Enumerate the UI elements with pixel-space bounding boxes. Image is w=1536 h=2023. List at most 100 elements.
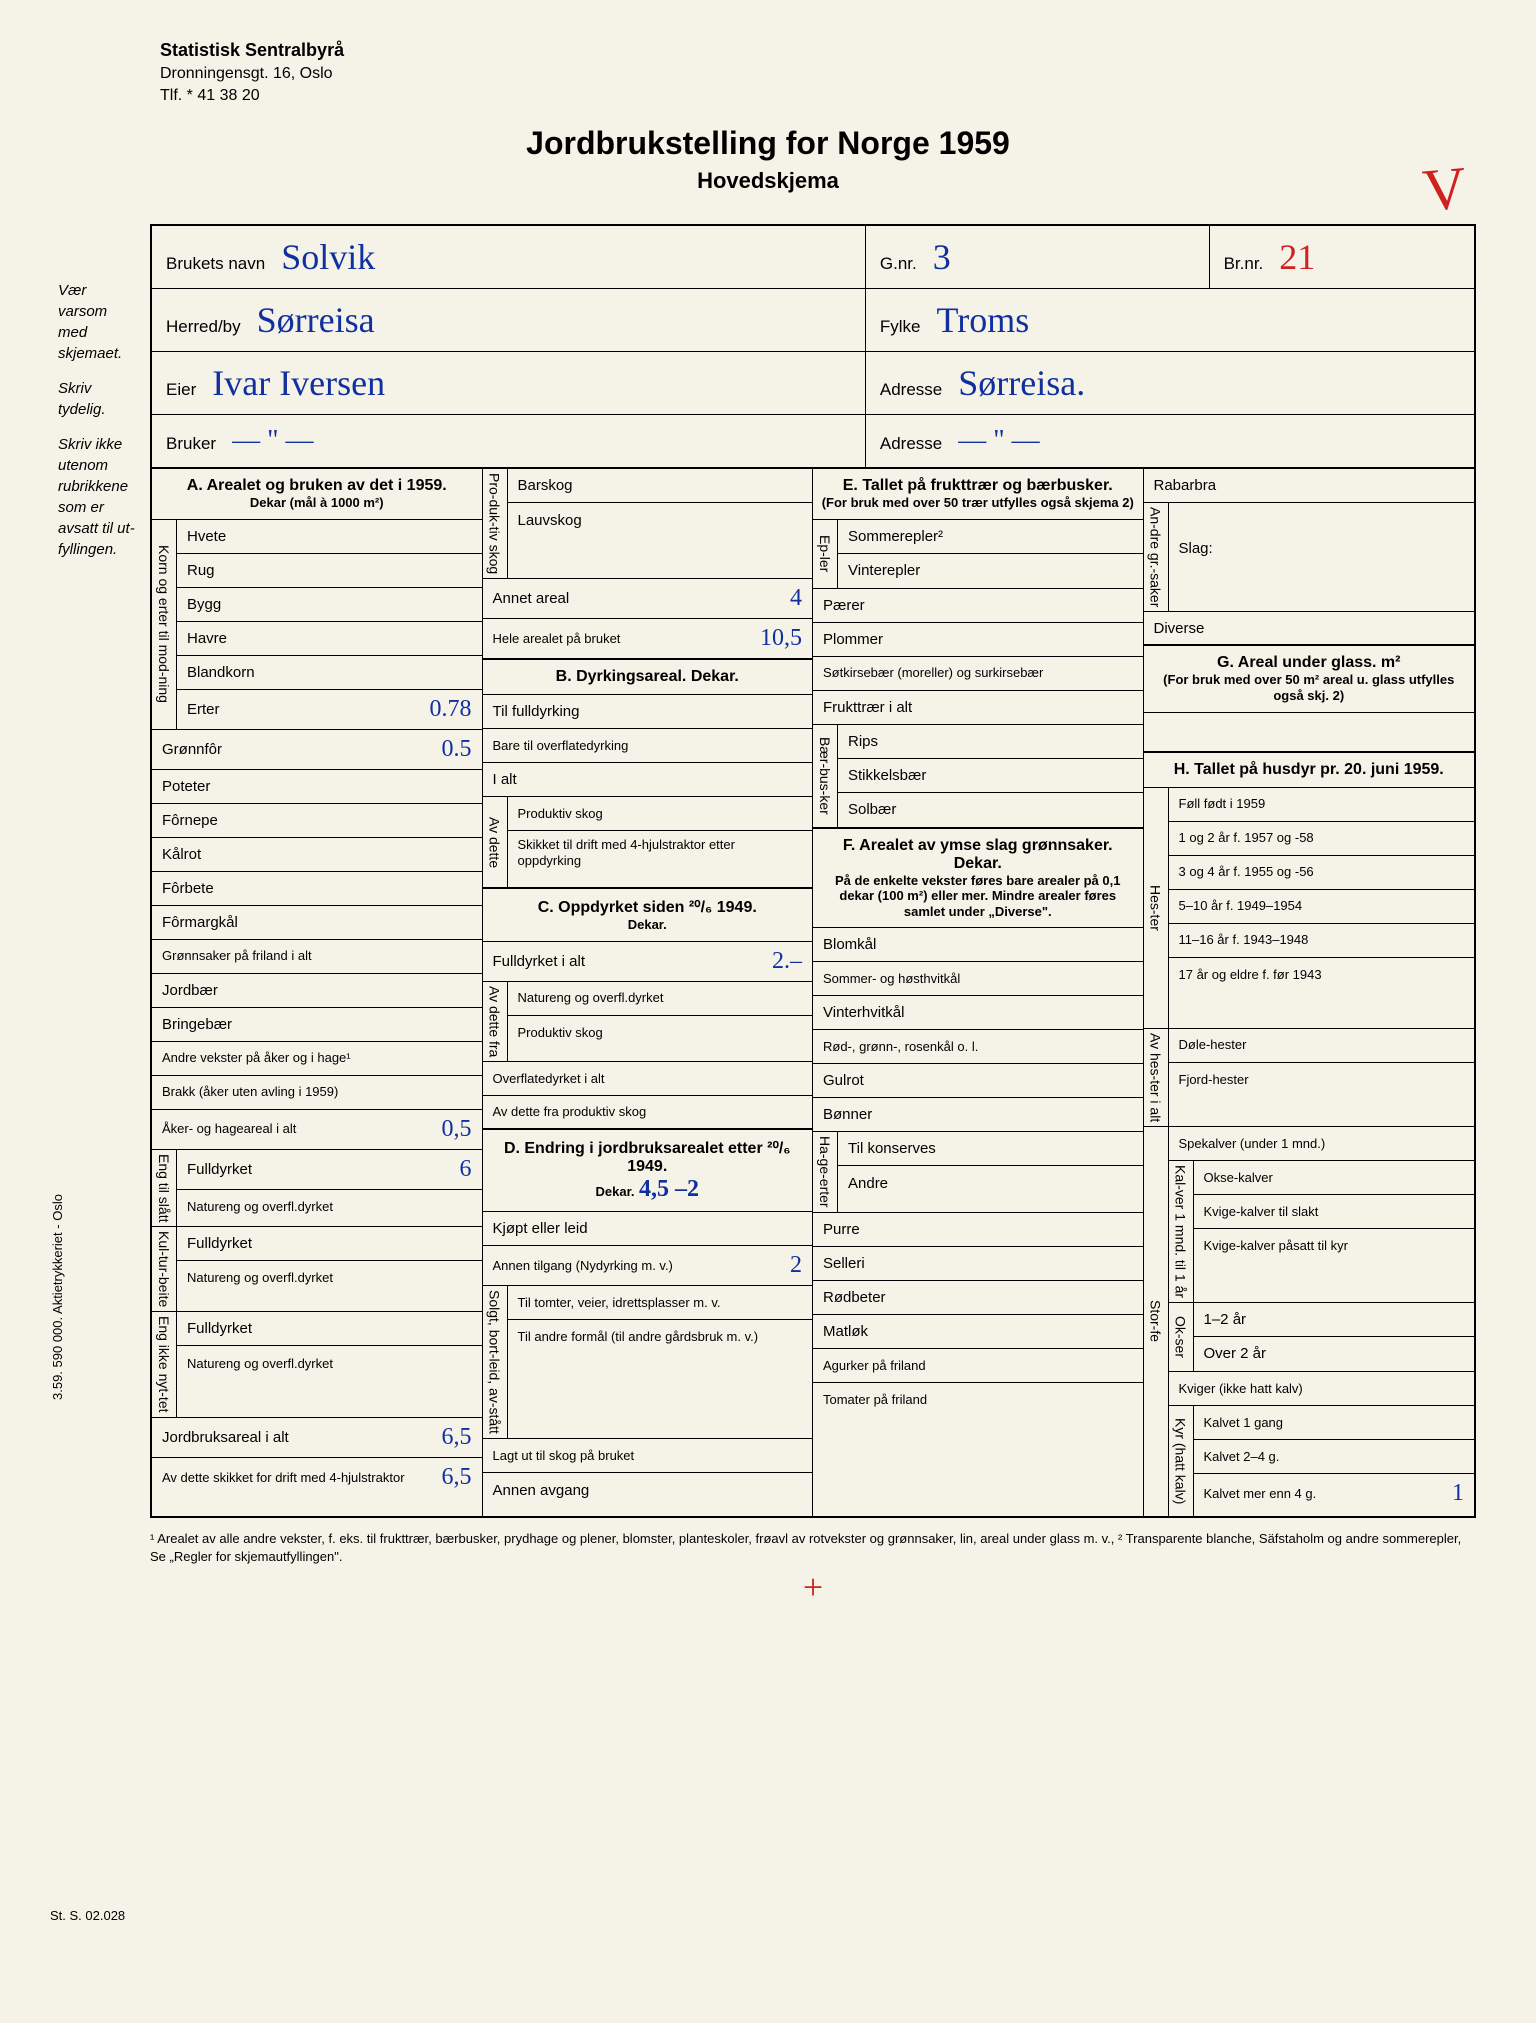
adresse1-value: Sørreisa. (958, 362, 1085, 404)
tomater-label: Tomater på friland (823, 1392, 1133, 1408)
kyr-label: Kyr (hatt kalv) (1169, 1406, 1194, 1516)
eng-ikke-label: Eng ikke nyt-tet (152, 1312, 177, 1417)
rodbeter-label: Rødbeter (823, 1289, 1133, 1306)
baer-label: Bær-bus-ker (813, 725, 838, 827)
annet-areal-value: 4 (742, 585, 802, 612)
kalrot-label: Kålrot (162, 846, 472, 863)
solbaer-label: Solbær (848, 801, 1133, 818)
agurker-label: Agurker på friland (823, 1358, 1133, 1374)
brakk-label: Brakk (åker uten avling i 1959) (162, 1084, 472, 1100)
bare-overfl-label: Bare til overflatedyrking (493, 738, 803, 754)
okser-over2-label: Over 2 år (1204, 1345, 1465, 1362)
plommer-label: Plommer (823, 631, 1133, 648)
d-sub-value: 4,5 –2 (639, 1176, 699, 1202)
kalver-label: Kal-ver 1 mnd. til 1 år (1169, 1161, 1194, 1302)
footer-mark: + (150, 1566, 1476, 1608)
kalvet-mer-label: Kalvet mer enn 4 g. (1204, 1486, 1405, 1502)
form-title: Jordbrukstelling for Norge 1959 (60, 125, 1476, 162)
erter-label: Erter (187, 701, 412, 718)
eier-label: Eier (166, 380, 196, 400)
skikket-label: Skikket til drift med 4-hjulstraktor ett… (518, 837, 803, 868)
hageerter-label: Ha-ge-erter (813, 1132, 838, 1212)
kalvet-mer-value: 1 (1404, 1480, 1464, 1507)
diverse-label: Diverse (1154, 620, 1465, 637)
annet-areal-label: Annet areal (493, 590, 743, 607)
solgt-label: Solgt, bort-leid, av-stått (483, 1286, 508, 1438)
kb-natureng-label: Natureng og overfl.dyrket (187, 1270, 472, 1286)
form-subtitle: Hovedskjema (60, 168, 1476, 194)
ei-fulldyrket-label: Fulldyrket (187, 1320, 472, 1337)
hele-arealet-label: Hele arealet på bruket (493, 631, 743, 647)
sommer-host-label: Sommer- og høsthvitkål (823, 971, 1133, 987)
av-hester-label: Av hes-ter i alt (1144, 1029, 1169, 1126)
c-fulldyrket-value: 2.– (742, 948, 802, 975)
brnr-value: 21 (1279, 236, 1315, 278)
form-code: St. S. 02.028 (50, 1908, 125, 1923)
org-address: Dronningensgt. 16, Oslo (160, 65, 1476, 83)
okser-label: Ok-ser (1169, 1303, 1194, 1371)
jordbruksareal-value: 6,5 (412, 1424, 472, 1451)
lagt-ut-label: Lagt ut til skog på bruket (493, 1448, 803, 1464)
kviger-label: Kviger (ikke hatt kalv) (1179, 1381, 1465, 1397)
aar5-10-label: 5–10 år f. 1949–1954 (1179, 898, 1465, 914)
hele-arealet-value: 10,5 (742, 625, 802, 652)
epler-label: Ep-ler (813, 520, 838, 588)
section-g-header: G. Areal under glass. m² (For bruk med o… (1144, 646, 1475, 712)
aar17-label: 17 år og eldre f. før 1943 (1179, 967, 1465, 983)
gnr-value: 3 (933, 236, 951, 278)
andre-gr-label: An-dre gr.-saker (1144, 503, 1169, 611)
herred-label: Herred/by (166, 317, 241, 337)
blomkal-label: Blomkål (823, 936, 1133, 953)
fjordhester-label: Fjord-hester (1179, 1072, 1465, 1088)
oksekalver-label: Okse-kalver (1204, 1170, 1465, 1186)
footnote: ¹ Arealet av alle andre vekster, f. eks.… (150, 1530, 1476, 1566)
aar11-16-label: 11–16 år f. 1943–1948 (1179, 932, 1465, 948)
bruker-value: — " — (232, 425, 313, 457)
ei-natureng-label: Natureng og overfl.dyrket (187, 1356, 472, 1372)
rips-label: Rips (848, 733, 1133, 750)
rug-label: Rug (187, 562, 472, 579)
prod-skog-label: Pro-duk-tiv skog (483, 469, 508, 578)
erter-value: 0.78 (412, 696, 472, 723)
gronnfor-label: Grønnfôr (162, 741, 412, 758)
rod-gronn-label: Rød-, grønn-, rosenkål o. l. (823, 1039, 1133, 1055)
eier-value: Ivar Iversen (212, 362, 385, 404)
barskog-label: Barskog (518, 477, 803, 494)
av-dette-label: Av dette (483, 797, 508, 887)
spekalver-label: Spekalver (under 1 mnd.) (1179, 1136, 1465, 1152)
bringebaer-label: Bringebær (162, 1016, 472, 1033)
foll-label: Føll født i 1959 (1179, 796, 1465, 812)
av-dette-skikket-value: 6,5 (412, 1464, 472, 1491)
brnr-label: Br.nr. (1224, 254, 1264, 274)
c-fulldyrket-label: Fulldyrket i alt (493, 953, 743, 970)
gulrot-label: Gulrot (823, 1072, 1133, 1089)
annen-tilgang-label: Annen tilgang (Nydyrking m. v.) (493, 1258, 743, 1274)
kvigekalver-kyr-label: Kvige-kalver påsatt til kyr (1204, 1238, 1465, 1254)
adresse1-label: Adresse (880, 380, 942, 400)
rabarbra-label: Rabarbra (1154, 477, 1465, 494)
bruker-label: Bruker (166, 434, 216, 454)
andre-label: Andre (848, 1175, 1133, 1192)
annen-tilgang-value: 2 (742, 1252, 802, 1279)
org-tel: Tlf. * 41 38 20 (160, 87, 1476, 105)
fulldyrket-label: Fulldyrket (187, 1161, 412, 1178)
aker-hage-label: Åker- og hageareal i alt (162, 1121, 412, 1137)
poteter-label: Poteter (162, 778, 472, 795)
forbete-label: Fôrbete (162, 880, 472, 897)
hvete-label: Hvete (187, 528, 472, 545)
matlok-label: Matløk (823, 1323, 1133, 1340)
jordbruksareal-label: Jordbruksareal i alt (162, 1429, 412, 1446)
aar3-4-label: 3 og 4 år f. 1955 og -56 (1179, 864, 1465, 880)
kalvet1-label: Kalvet 1 gang (1204, 1415, 1465, 1431)
checkmark: V (1420, 153, 1469, 226)
bygg-label: Bygg (187, 596, 472, 613)
natureng-label: Natureng og overfl.dyrket (187, 1199, 472, 1215)
fulldyrket-value: 6 (412, 1156, 472, 1183)
fulldyrking-label: Til fulldyrking (493, 703, 803, 720)
fylke-value: Troms (937, 299, 1030, 341)
jordbaer-label: Jordbær (162, 982, 472, 999)
storfe-label: Stor-fe (1144, 1127, 1169, 1516)
c-prod-skog-label: Produktiv skog (518, 1025, 803, 1041)
print-info: 3.59. 590 000. Aktietrykkeriet - Oslo (50, 1194, 65, 1400)
section-a-header: A. Arealet og bruken av det i 1959. Deka… (152, 469, 482, 520)
